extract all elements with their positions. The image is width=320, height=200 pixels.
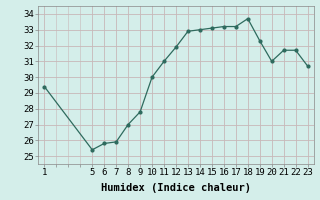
X-axis label: Humidex (Indice chaleur): Humidex (Indice chaleur) [101,183,251,193]
